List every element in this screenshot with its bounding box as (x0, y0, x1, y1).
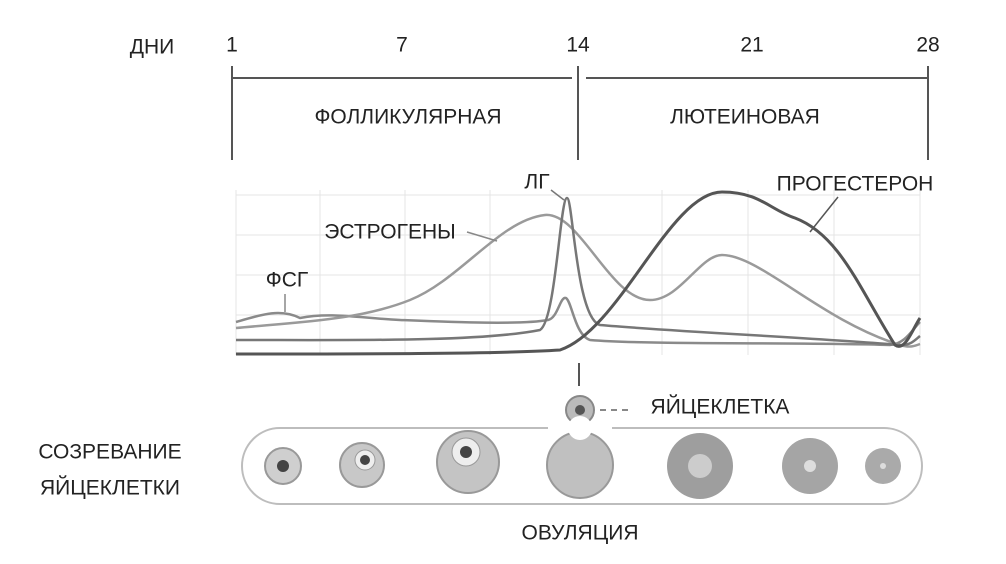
hormone-label: ПРОГЕСТЕРОН (777, 173, 934, 196)
hormone-label: ФСГ (266, 269, 309, 292)
fsh-curve (235, 296, 921, 347)
egg-label: ЯЙЦЕКЛЕТКА (651, 395, 790, 419)
day: 7 (396, 34, 408, 57)
day: 21 (740, 34, 763, 57)
progesterone-curve (235, 190, 922, 356)
pointer (550, 189, 565, 201)
phase-rules (231, 66, 929, 160)
days-label: ДНИ (130, 36, 174, 59)
follicles (264, 416, 901, 499)
phase: ЛЮТЕИНОВАЯ (670, 106, 820, 129)
hormone-label: ЛГ (524, 171, 549, 194)
phase: ФОЛЛИКУЛЯРНАЯ (314, 106, 501, 129)
pointer (809, 196, 839, 233)
lh-curve (235, 196, 921, 347)
maturation-label: СОЗРЕВАНИЕ (38, 441, 181, 464)
maturation-label: ЯЙЦЕКЛЕТКИ (40, 476, 180, 500)
estrogen-curve (235, 213, 921, 348)
maturation-band (241, 427, 923, 505)
hormone-label: ЭСТРОГЕНЫ (324, 221, 455, 244)
day: 28 (916, 34, 939, 57)
grid (235, 190, 921, 355)
pointer (466, 231, 498, 242)
day: 1 (226, 34, 238, 57)
egg (565, 395, 595, 425)
day: 14 (566, 34, 590, 57)
ovulation-label: ОВУЛЯЦИЯ (521, 522, 638, 545)
